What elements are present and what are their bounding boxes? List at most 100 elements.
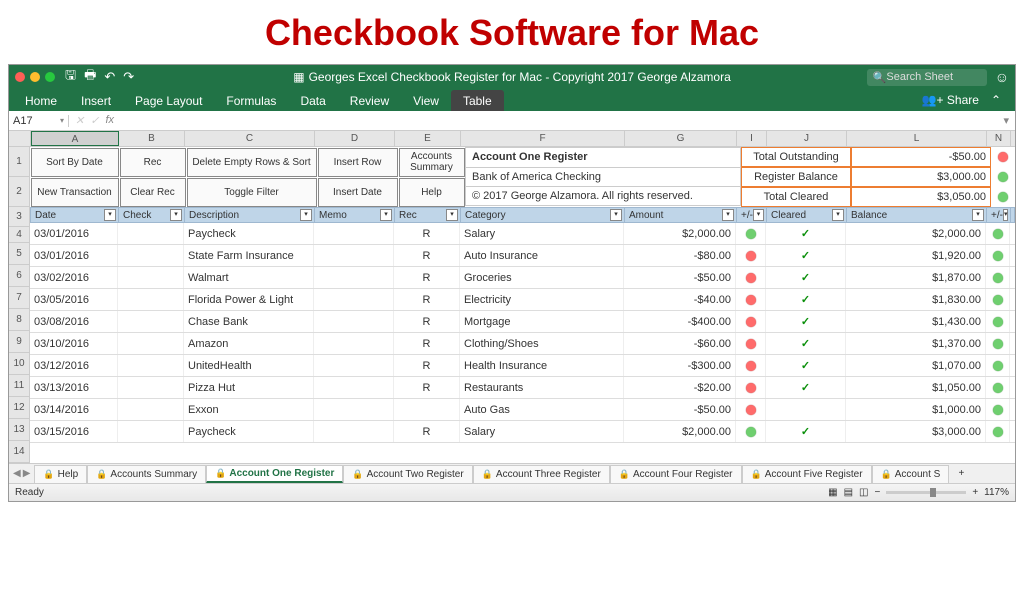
- cell-check[interactable]: [118, 333, 184, 354]
- accounts-summary-button[interactable]: Accounts Summary: [399, 148, 465, 177]
- filter-button[interactable]: ▾: [972, 209, 984, 221]
- col-head-C[interactable]: C: [185, 131, 315, 146]
- col-head-G[interactable]: G: [625, 131, 737, 146]
- ribbon-tab-home[interactable]: Home: [13, 90, 69, 111]
- row-head[interactable]: 12: [9, 397, 29, 419]
- cell-date[interactable]: 03/14/2016: [30, 399, 118, 420]
- cell-desc[interactable]: Paycheck: [184, 223, 314, 244]
- ribbon-tab-view[interactable]: View: [401, 90, 451, 111]
- row-head[interactable]: 14: [9, 441, 29, 463]
- cell-rec[interactable]: R: [394, 377, 460, 398]
- sort-by-date-button[interactable]: Sort By Date: [31, 148, 119, 177]
- cell-memo[interactable]: [314, 245, 394, 266]
- cell-category[interactable]: Auto Gas: [460, 399, 624, 420]
- insert-date-button[interactable]: Insert Date: [318, 178, 398, 207]
- filter-button[interactable]: ▾: [300, 209, 312, 221]
- table-row[interactable]: 03/05/2016Florida Power & LightRElectric…: [30, 289, 1015, 311]
- zoom-slider[interactable]: [886, 491, 966, 494]
- filter-button[interactable]: ▾: [170, 209, 182, 221]
- undo-icon[interactable]: ↶: [104, 69, 115, 85]
- row-head[interactable]: 9: [9, 331, 29, 353]
- table-row[interactable]: 03/14/2016ExxonAuto Gas-$50.00$1,000.00: [30, 399, 1015, 421]
- cell-balance[interactable]: $1,000.00: [846, 399, 986, 420]
- rec-button[interactable]: Rec: [120, 148, 186, 177]
- cell-date[interactable]: 03/13/2016: [30, 377, 118, 398]
- cell-date[interactable]: 03/15/2016: [30, 421, 118, 442]
- sheet-tab-accounts-summary[interactable]: 🔒Accounts Summary: [87, 465, 206, 483]
- sheet-tab-account-three-register[interactable]: 🔒Account Three Register: [473, 465, 610, 483]
- cell-rec[interactable]: R: [394, 289, 460, 310]
- sheet-tab-help[interactable]: 🔒Help: [34, 465, 87, 483]
- col-head-E[interactable]: E: [395, 131, 461, 146]
- sheet-prev-icon[interactable]: ◀: [13, 468, 21, 479]
- cell-check[interactable]: [118, 267, 184, 288]
- table-row[interactable]: 03/01/2016PaycheckRSalary$2,000.00✓$2,00…: [30, 223, 1015, 245]
- cell-check[interactable]: [118, 421, 184, 442]
- formula-expand-icon[interactable]: ▾: [1003, 114, 1015, 127]
- col-head-I[interactable]: I: [737, 131, 767, 146]
- cell-amount[interactable]: $2,000.00: [624, 421, 736, 442]
- col-head-B[interactable]: B: [119, 131, 185, 146]
- cell-cleared[interactable]: ✓: [766, 223, 846, 244]
- table-row[interactable]: 03/01/2016State Farm InsuranceRAuto Insu…: [30, 245, 1015, 267]
- cell-desc[interactable]: Exxon: [184, 399, 314, 420]
- ribbon-tab-data[interactable]: Data: [288, 90, 337, 111]
- row-head[interactable]: 4: [9, 227, 29, 243]
- sheet-tab-account-two-register[interactable]: 🔒Account Two Register: [343, 465, 472, 483]
- cell-cleared[interactable]: ✓: [766, 267, 846, 288]
- share-button[interactable]: 👥+ Share: [922, 93, 979, 107]
- cell-date[interactable]: 03/01/2016: [30, 245, 118, 266]
- cell-memo[interactable]: [314, 333, 394, 354]
- filter-button[interactable]: ▾: [722, 209, 734, 221]
- cell-desc[interactable]: UnitedHealth: [184, 355, 314, 376]
- cell-category[interactable]: Salary: [460, 223, 624, 244]
- insert-row-button[interactable]: Insert Row: [318, 148, 398, 177]
- sheet-tab-account-five-register[interactable]: 🔒Account Five Register: [742, 465, 872, 483]
- ribbon-tab-insert[interactable]: Insert: [69, 90, 123, 111]
- row-head[interactable]: 1: [9, 147, 29, 177]
- add-sheet-button[interactable]: +: [953, 468, 969, 479]
- accept-formula-icon[interactable]: ✓: [90, 114, 99, 127]
- cell-cleared[interactable]: ✓: [766, 245, 846, 266]
- view-normal-icon[interactable]: ▦: [828, 487, 837, 498]
- cell-memo[interactable]: [314, 377, 394, 398]
- cell-category[interactable]: Mortgage: [460, 311, 624, 332]
- cell-category[interactable]: Health Insurance: [460, 355, 624, 376]
- select-all-corner[interactable]: [9, 131, 31, 146]
- row-head[interactable]: 10: [9, 353, 29, 375]
- minimize-window-button[interactable]: [30, 72, 40, 82]
- view-break-icon[interactable]: ◫: [859, 487, 868, 498]
- cell-cleared[interactable]: ✓: [766, 377, 846, 398]
- cell-rec[interactable]: R: [394, 333, 460, 354]
- cell-category[interactable]: Restaurants: [460, 377, 624, 398]
- row-head[interactable]: 8: [9, 309, 29, 331]
- cell-memo[interactable]: [314, 399, 394, 420]
- ribbon-collapse-icon[interactable]: ⌃: [991, 93, 1001, 107]
- cell-rec[interactable]: R: [394, 223, 460, 244]
- filter-button[interactable]: ▾: [1003, 209, 1009, 221]
- cell-memo[interactable]: [314, 289, 394, 310]
- ribbon-tab-table[interactable]: Table: [451, 90, 504, 111]
- cell-desc[interactable]: Walmart: [184, 267, 314, 288]
- cell-category[interactable]: Clothing/Shoes: [460, 333, 624, 354]
- cell-desc[interactable]: State Farm Insurance: [184, 245, 314, 266]
- filter-button[interactable]: ▾: [104, 209, 116, 221]
- cell-cleared[interactable]: ✓: [766, 355, 846, 376]
- delete-empty-rows-sort-button[interactable]: Delete Empty Rows & Sort: [187, 148, 317, 177]
- cell-category[interactable]: Electricity: [460, 289, 624, 310]
- cell-balance[interactable]: $3,000.00: [846, 421, 986, 442]
- cell-balance[interactable]: $1,070.00: [846, 355, 986, 376]
- cell-amount[interactable]: -$50.00: [624, 267, 736, 288]
- cell-balance[interactable]: $1,430.00: [846, 311, 986, 332]
- row-head[interactable]: 7: [9, 287, 29, 309]
- cell-amount[interactable]: $2,000.00: [624, 223, 736, 244]
- sheet-tab-account-one-register[interactable]: 🔒Account One Register: [206, 465, 343, 483]
- cell-amount[interactable]: -$400.00: [624, 311, 736, 332]
- table-row[interactable]: 03/02/2016WalmartRGroceries-$50.00✓$1,87…: [30, 267, 1015, 289]
- row-head[interactable]: 2: [9, 177, 29, 207]
- table-row[interactable]: 03/13/2016Pizza HutRRestaurants-$20.00✓$…: [30, 377, 1015, 399]
- row-head[interactable]: 3: [9, 207, 29, 227]
- filter-button[interactable]: ▾: [832, 209, 844, 221]
- cell-check[interactable]: [118, 245, 184, 266]
- cell-amount[interactable]: -$60.00: [624, 333, 736, 354]
